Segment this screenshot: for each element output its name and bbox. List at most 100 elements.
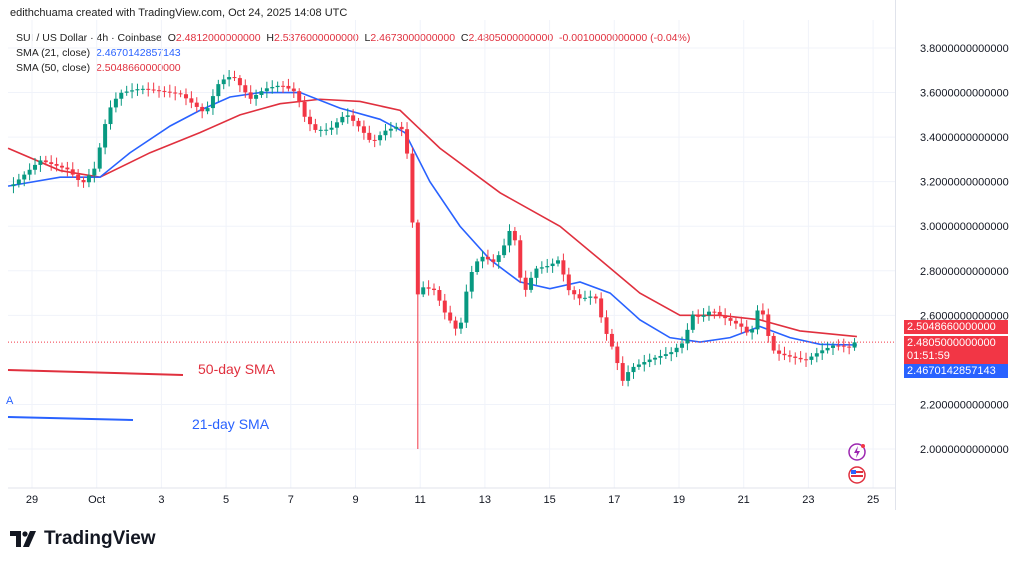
candle-body [415, 222, 420, 295]
candle-body [674, 347, 679, 353]
price-axis-border [895, 0, 896, 510]
candle-body [27, 169, 32, 175]
candle-body [270, 87, 275, 89]
sma50-price-tag: 2.5048660000000 [904, 320, 1008, 334]
candle-body [836, 345, 841, 347]
candle-body [281, 85, 286, 87]
candle-body [830, 345, 835, 348]
candle-body [577, 294, 582, 299]
candle-body [485, 256, 490, 260]
candle-body [496, 255, 501, 262]
low-label: L [364, 32, 371, 44]
candle-body [76, 174, 81, 181]
close-label: C [460, 32, 469, 44]
candle-body [464, 291, 469, 323]
candle-body [556, 260, 561, 264]
candle-body [717, 311, 722, 316]
x-tick-label: 13 [479, 494, 491, 506]
us-flag-icon[interactable] [848, 466, 866, 484]
candle-body [739, 323, 744, 327]
candle-body [539, 267, 544, 269]
candle-body [334, 122, 339, 128]
candle-body [237, 78, 242, 86]
ohlc-row: SUI / US Dollar · 4h · Coinbase O2.48120… [16, 31, 690, 46]
candle-body [458, 322, 463, 329]
sma21-annotation: 21-day SMA [192, 416, 270, 432]
last-price: 2.4805000000000 [907, 337, 996, 349]
sma21-label: SMA (21, close) [16, 47, 91, 59]
sma50-value: 2.5048660000000 [95, 62, 181, 74]
candle-body [124, 91, 129, 93]
candle-body [324, 129, 329, 131]
candle-body [388, 128, 393, 131]
bar-countdown: 01:51:59 [907, 350, 950, 362]
candle-body [232, 77, 237, 79]
candle-body [329, 127, 334, 130]
candle-body [103, 124, 108, 148]
candle-body [755, 310, 760, 330]
candle-body [22, 174, 27, 180]
candle-body [566, 274, 571, 291]
x-tick-label: 23 [802, 494, 814, 506]
candle-body [529, 277, 534, 290]
candle-body [512, 230, 517, 241]
candle-body [378, 135, 383, 141]
candle-body [852, 342, 857, 348]
candle-body [782, 353, 787, 356]
sma21-price-tag: 2.4670142857143 [904, 364, 1008, 378]
candle-body [448, 312, 453, 321]
candle-body [302, 101, 307, 117]
sma21-row[interactable]: SMA (21, close) 2.4670142857143 [16, 46, 690, 61]
candle-body [636, 364, 641, 367]
candle-body [243, 85, 248, 93]
low-value: 2.4673000000000 [370, 32, 456, 44]
flash-icon[interactable] [848, 443, 866, 461]
candle-body [475, 261, 480, 273]
candle-body [394, 126, 399, 129]
candle-body [157, 90, 162, 92]
candle-body [356, 120, 361, 127]
candle-body [43, 160, 48, 163]
x-tick-label: 15 [543, 494, 555, 506]
candle-body [383, 130, 388, 136]
x-tick-label: Oct [88, 494, 105, 506]
candle-body [151, 89, 156, 91]
candle-body [507, 230, 512, 246]
candle-body [130, 90, 135, 92]
candle-body [480, 256, 485, 262]
candle-body [140, 88, 145, 90]
y-tick-label: 3.8000000000000 [920, 43, 1009, 55]
candle-body [410, 153, 415, 223]
candle-body [340, 116, 345, 123]
candle-body [437, 290, 442, 301]
sma21-line [7, 91, 857, 346]
candle-body [81, 180, 86, 183]
candle-body [113, 98, 118, 108]
sma21-value: 2.4670142857143 [95, 47, 181, 59]
candle-body [723, 315, 728, 319]
symbol-label[interactable]: SUI / US Dollar · 4h · Coinbase [16, 32, 162, 44]
x-tick-label: 3 [158, 494, 164, 506]
candle-body [189, 98, 194, 103]
candle-body [814, 353, 819, 357]
chart-legend: SUI / US Dollar · 4h · Coinbase O2.48120… [16, 31, 690, 76]
sma50-row[interactable]: SMA (50, close) 2.5048660000000 [16, 61, 690, 76]
candle-body [307, 116, 312, 125]
candle-body [771, 335, 776, 351]
candle-body [696, 314, 701, 317]
y-tick-label: 2.2000000000000 [920, 399, 1009, 411]
candle-body [804, 359, 809, 361]
candle-body [372, 139, 377, 141]
tradingview-logo[interactable]: TradingView [10, 528, 156, 550]
candle-body [173, 92, 178, 94]
candle-body [561, 260, 566, 275]
candle-body [760, 310, 765, 315]
candle-body [599, 298, 604, 318]
candle-body [405, 129, 410, 154]
candle-body [286, 85, 291, 89]
candle-body [361, 126, 366, 133]
tv-logo-icon [10, 531, 36, 547]
candle-body [119, 92, 124, 99]
candle-body [706, 311, 711, 316]
